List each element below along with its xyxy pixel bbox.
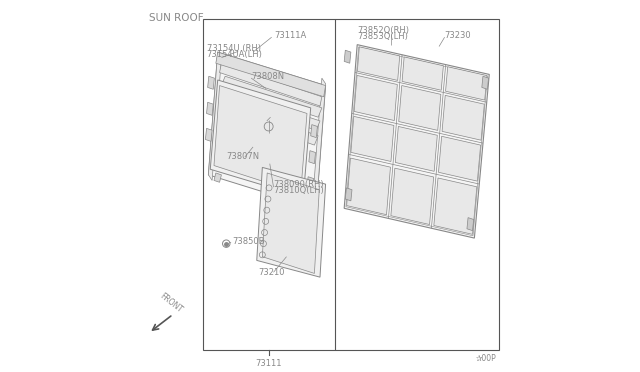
Text: 73230: 73230 bbox=[445, 31, 471, 40]
Polygon shape bbox=[396, 126, 437, 171]
Text: 73850B: 73850B bbox=[232, 237, 264, 246]
Text: 73807N: 73807N bbox=[227, 153, 259, 161]
Text: 73111: 73111 bbox=[255, 359, 282, 368]
Polygon shape bbox=[354, 76, 397, 121]
Polygon shape bbox=[216, 52, 326, 97]
Polygon shape bbox=[209, 52, 326, 208]
Polygon shape bbox=[207, 76, 214, 89]
Bar bbox=[203, 19, 499, 350]
Polygon shape bbox=[220, 63, 322, 106]
Polygon shape bbox=[225, 91, 320, 130]
Text: 738090(RH): 738090(RH) bbox=[273, 180, 324, 189]
Polygon shape bbox=[205, 128, 212, 141]
Polygon shape bbox=[229, 106, 318, 145]
Polygon shape bbox=[309, 151, 316, 164]
Polygon shape bbox=[221, 76, 322, 117]
Polygon shape bbox=[303, 199, 310, 208]
Text: 73852Q(RH): 73852Q(RH) bbox=[357, 26, 409, 35]
Polygon shape bbox=[351, 116, 394, 161]
Polygon shape bbox=[209, 52, 221, 180]
Polygon shape bbox=[434, 178, 477, 234]
Text: SUN ROOF: SUN ROOF bbox=[149, 13, 204, 23]
Polygon shape bbox=[307, 177, 314, 190]
Polygon shape bbox=[211, 80, 310, 197]
Polygon shape bbox=[438, 136, 481, 181]
Polygon shape bbox=[344, 45, 489, 238]
Polygon shape bbox=[357, 47, 400, 80]
Text: 73853Q(LH): 73853Q(LH) bbox=[357, 32, 408, 41]
Text: 73808N: 73808N bbox=[251, 72, 284, 81]
Text: 73810Q(LH): 73810Q(LH) bbox=[273, 186, 324, 195]
Text: 73111A: 73111A bbox=[275, 31, 307, 40]
Text: 73210: 73210 bbox=[259, 268, 285, 277]
Text: FRONT: FRONT bbox=[158, 291, 184, 314]
Polygon shape bbox=[347, 158, 390, 215]
Polygon shape bbox=[257, 167, 326, 277]
Polygon shape bbox=[482, 76, 488, 89]
Polygon shape bbox=[442, 95, 484, 140]
Polygon shape bbox=[346, 188, 352, 201]
Polygon shape bbox=[402, 57, 444, 90]
Text: 73154UA(LH): 73154UA(LH) bbox=[207, 50, 262, 59]
Polygon shape bbox=[344, 50, 351, 63]
Polygon shape bbox=[445, 67, 487, 100]
Polygon shape bbox=[214, 173, 221, 182]
Polygon shape bbox=[214, 86, 307, 193]
Polygon shape bbox=[467, 218, 474, 231]
Polygon shape bbox=[312, 78, 326, 208]
Text: 73154U (RH): 73154U (RH) bbox=[207, 44, 260, 53]
Text: ✰00P: ✰00P bbox=[476, 354, 497, 363]
Polygon shape bbox=[391, 168, 434, 225]
Polygon shape bbox=[207, 102, 213, 115]
Polygon shape bbox=[262, 173, 319, 273]
Polygon shape bbox=[399, 86, 441, 130]
Polygon shape bbox=[310, 125, 317, 138]
